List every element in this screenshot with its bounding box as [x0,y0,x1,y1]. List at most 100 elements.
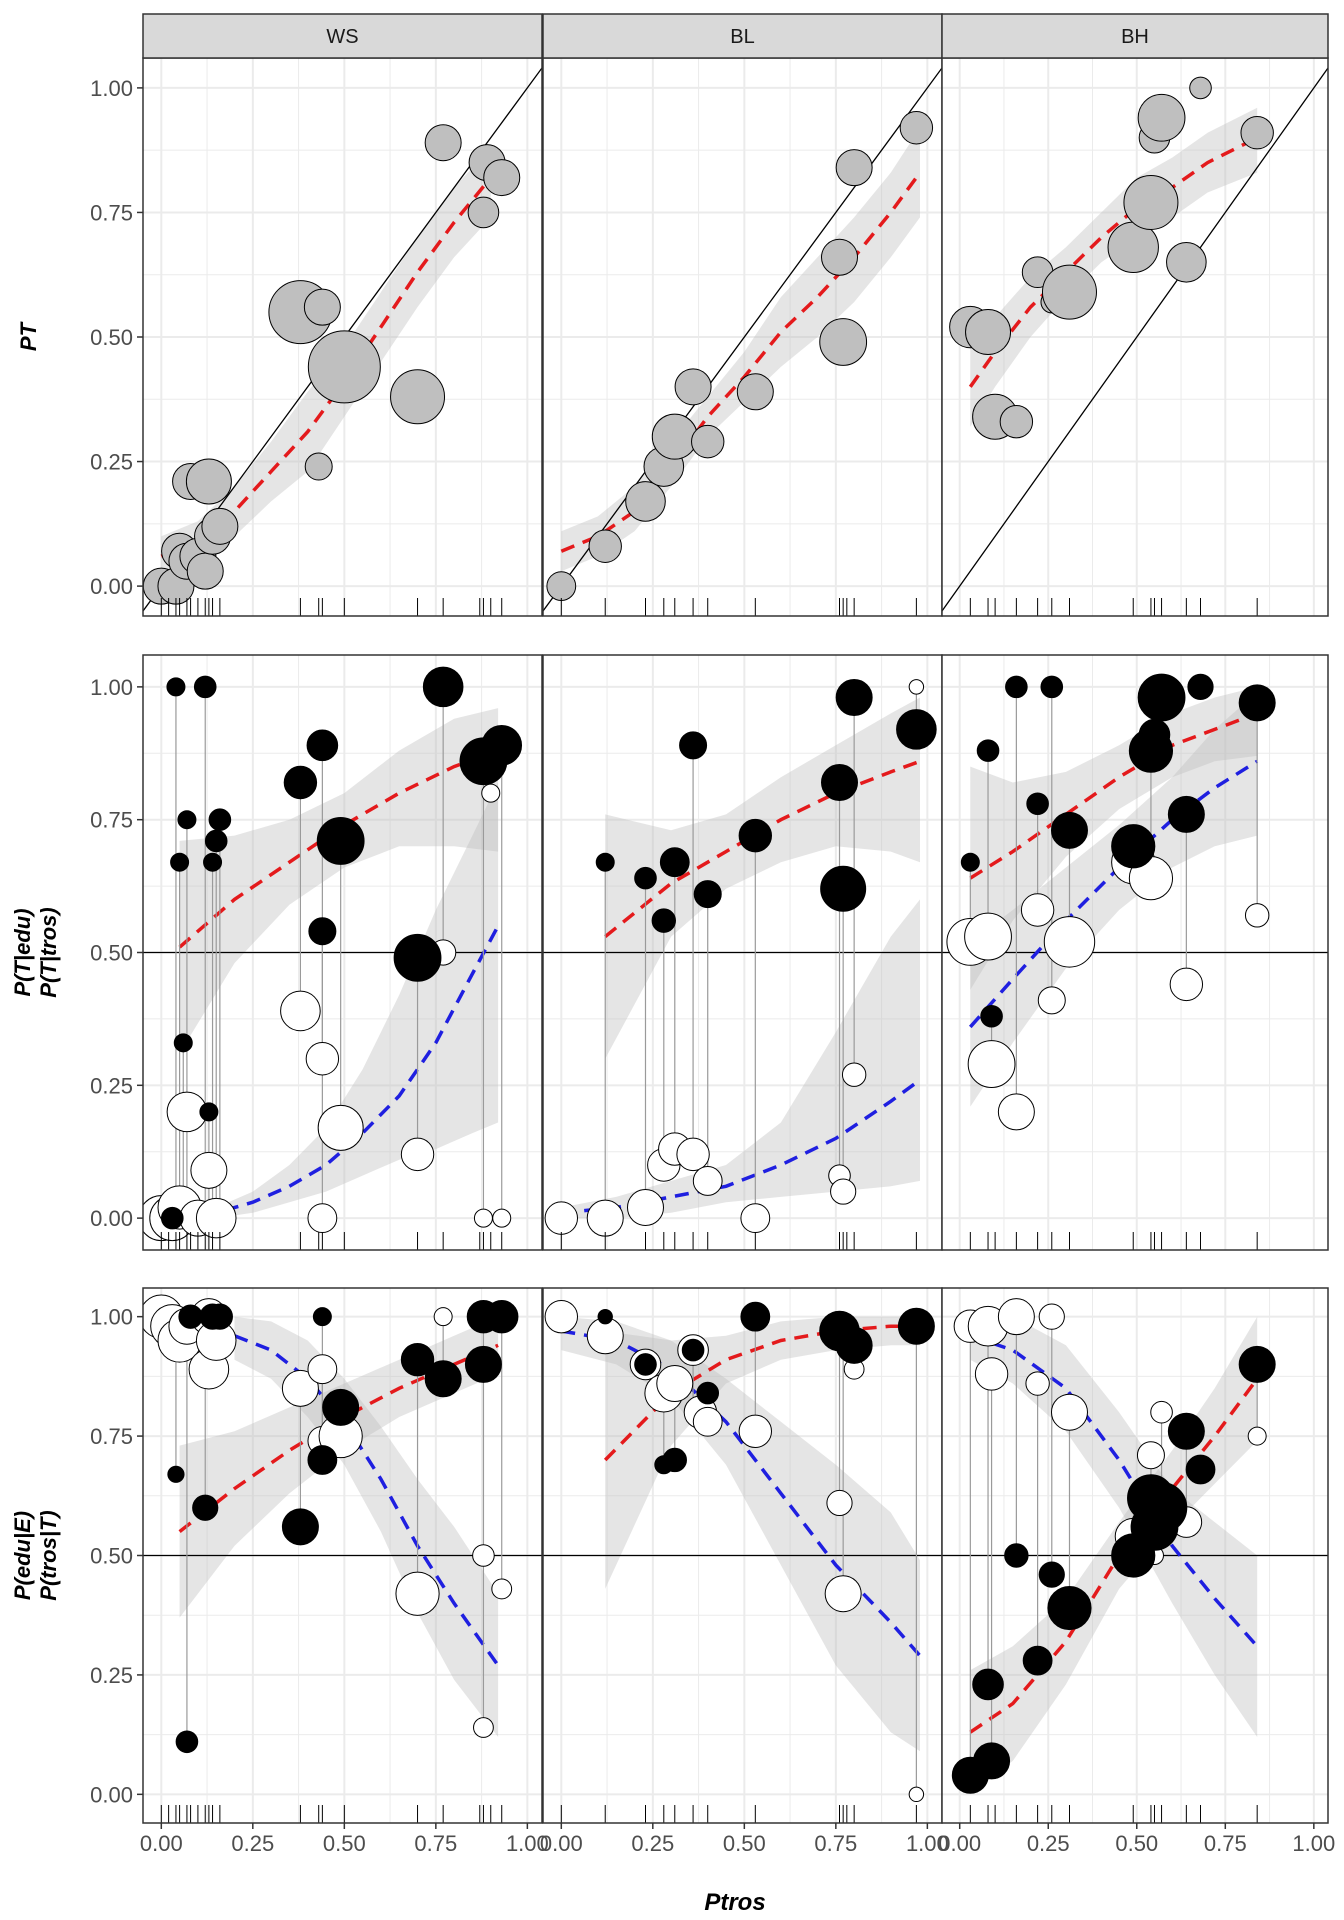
y-tick-label: 0.25 [90,1663,133,1688]
confidence-ribbon-blue [970,692,1258,1107]
data-point-filled [976,739,1000,762]
facet-strip: BH [941,13,1329,59]
data-point [674,368,712,406]
data-point-filled [178,1304,203,1329]
y-tick-label: 0.75 [90,808,133,833]
data-point-filled [896,709,937,750]
data-point-filled [312,1307,332,1327]
data-point [651,413,698,460]
data-point-filled [1004,1543,1029,1568]
data-point-open [692,1406,723,1437]
confidence-ribbon-red [561,127,920,572]
data-point-open [544,1201,579,1235]
panel-ws-2: 0.00 0.25 0.50 0.75 1.00 [90,654,543,1251]
plot-area [942,673,1328,1131]
data-point-open [1150,1400,1173,1424]
data-point [303,288,341,326]
rug-marks [160,598,503,616]
facet-row-2: 0.00 0.25 0.50 0.75 1.00 P(T|edu)P(T|tros) [10,654,1329,1251]
rug-marks [969,1232,1258,1250]
data-point-open [964,912,1012,961]
rug-marks [969,598,1258,616]
data-point-filled [651,908,676,933]
data-point-filled [1111,824,1156,869]
data-point-filled [835,679,873,716]
data-point-filled [166,677,186,697]
confidence-ribbon-blue [234,1316,499,1737]
data-point-filled [597,1308,613,1325]
fit-curve-blue [561,1329,922,1657]
data-point-open [1244,903,1270,928]
x-tick-label: 0.00 [140,1831,183,1856]
y-tick-label: 0.00 [90,1782,133,1807]
data-point-filled [316,817,365,865]
y-axis-title: P(edu|E)P(tros|T) [10,1510,61,1600]
panel-border [941,1287,1329,1824]
data-point-filled [634,1353,657,1376]
fit-curve-blue [233,1334,500,1667]
data-point-filled [199,1102,219,1122]
strip-label-ws: WS [326,26,358,48]
y-axis-title-line: P(edu|E) [10,1511,35,1600]
data-point-open [824,1575,862,1613]
data-point-open [544,1299,579,1334]
x-axis: 0.00 0.25 0.50 0.75 1.00 [938,1823,1335,1856]
data-point-filled [595,852,615,872]
fit-curve-blue [179,925,500,1220]
fit-curve-red [160,176,493,558]
data-point-open [1136,1441,1165,1470]
data-point-filled [1138,718,1171,751]
data-point [821,238,859,276]
confidence-ribbon-blue [179,782,499,1219]
y-axis: 0.00 0.25 0.50 0.75 1.00 [90,76,143,599]
y-tick-label: 1.00 [90,76,133,101]
fit-curve-red [969,711,1258,880]
data-point-filled [1038,1561,1065,1588]
facet-row-3: 0.000.250.500.751.000.00 0.25 0.50 0.75 1.00… [10,1287,1335,1856]
strip-background [142,13,543,59]
data-point-open [676,1137,710,1172]
data-point [307,330,381,404]
plot-area [942,66,1328,613]
x-tick-label: 0.00 [540,1831,583,1856]
y-axis-title-line: P(T|tros) [36,907,61,997]
x-tick-label: 0.75 [814,1831,857,1856]
x-tick-label: 0.50 [1115,1831,1158,1856]
data-point-filled [820,865,867,912]
data-point-filled [393,933,442,982]
data-point-filled [322,1388,360,1426]
data-point-open [395,1571,440,1616]
panel-bl-1: BL [542,13,943,617]
x-tick-label: 0.50 [723,1831,766,1856]
y-axis-title-line: P(tros|T) [36,1510,61,1600]
data-point-open [1247,1426,1267,1446]
data-point-open [830,1178,857,1205]
y-tick-label: 1.00 [90,675,133,700]
data-point-filled [281,1508,319,1546]
y-tick-label: 0.50 [90,325,133,350]
data-point-open [1025,1371,1050,1396]
data-point-open [307,1354,338,1385]
x-axis: 0.00 0.25 0.50 0.75 1.00 [140,1823,549,1856]
data-point-filled [1022,1645,1053,1676]
data-point-open [656,1365,694,1403]
data-point-filled [634,866,657,890]
data-point [999,404,1034,439]
x-tick-label: 0.75 [1204,1831,1247,1856]
data-point [201,507,239,545]
fit-curve-blue [561,1078,922,1215]
data-point-filled [696,1381,720,1405]
data-point-filled [192,1494,219,1521]
data-point [835,149,873,187]
fit-curve-blue [969,1334,1259,1648]
data-point-open [317,1104,364,1151]
confidence-ribbon-blue [561,1316,920,1752]
data-point-filled [203,852,223,872]
data-point [1240,116,1274,150]
y-tick-label: 1.00 [90,1305,133,1330]
data-point-open [190,1151,228,1189]
data-point-filled [662,1447,687,1473]
data-point [819,318,868,366]
data-point-filled [175,1730,199,1754]
data-point-open [997,1298,1035,1336]
